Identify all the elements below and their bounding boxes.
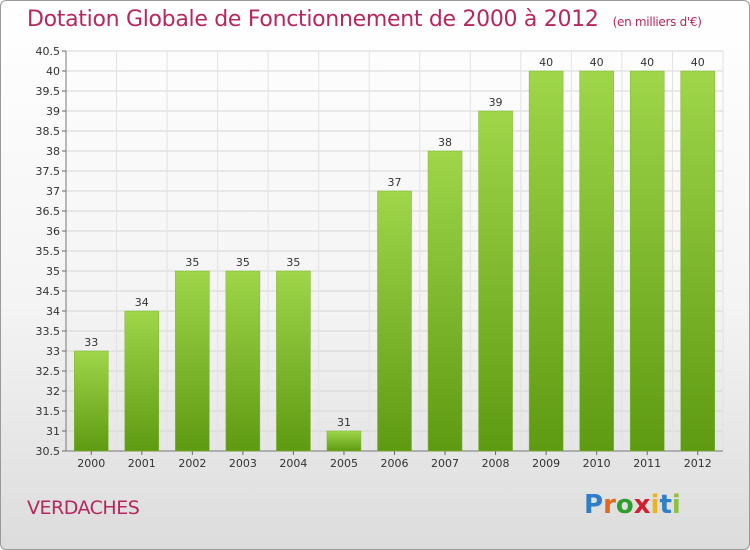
x-tick-label-2012: 2012 [684, 457, 712, 470]
x-tick-label-2000: 2000 [77, 457, 105, 470]
value-label-2010: 40 [590, 56, 604, 69]
y-tick-label: 30.5 [36, 445, 61, 458]
bars [74, 70, 715, 452]
y-tick-label: 38.5 [36, 125, 61, 138]
logo-letter: i [650, 490, 660, 520]
bar-2012 [680, 70, 715, 452]
y-tick-label: 31.5 [36, 405, 61, 418]
y-tick-label: 33.5 [36, 325, 61, 338]
y-tick-label: 38 [46, 145, 60, 158]
x-tick-labels: 2000 2001 2002 2003 2004 2005 2006 2007 2008 2009… [77, 457, 711, 470]
x-tick-label-2004: 2004 [279, 457, 307, 470]
bar-2001 [124, 310, 160, 452]
logo-letter: i [671, 490, 681, 520]
value-label-2006: 37 [388, 176, 402, 189]
value-label-2003: 35 [236, 256, 250, 269]
logo-letter: o [615, 490, 634, 520]
x-tick-label-2001: 2001 [128, 457, 156, 470]
bar-2008 [478, 110, 513, 452]
y-tick-label: 32 [46, 385, 60, 398]
value-label-2001: 34 [135, 296, 149, 309]
bar-2006 [377, 190, 412, 452]
x-tick-label-2003: 2003 [229, 457, 257, 470]
bar-2005 [326, 430, 362, 452]
bar-2009 [528, 70, 564, 452]
x-tick-label-2008: 2008 [482, 457, 510, 470]
bar-2002 [175, 270, 210, 452]
chart-subtitle: (en milliers d'€) [612, 15, 702, 29]
x-tick-label-2002: 2002 [178, 457, 206, 470]
bar-2004 [276, 270, 311, 452]
logo-letter: P [584, 490, 604, 520]
value-label-2011: 40 [640, 56, 654, 69]
x-tick-label-2009: 2009 [532, 457, 560, 470]
x-tick-label-2011: 2011 [633, 457, 661, 470]
x-tick-label-2005: 2005 [330, 457, 358, 470]
y-tick-label: 37.5 [36, 165, 61, 178]
value-label-2002: 35 [185, 256, 199, 269]
y-tick-label: 36.5 [36, 205, 61, 218]
value-label-2012: 40 [691, 56, 705, 69]
x-tick-label-2010: 2010 [583, 457, 611, 470]
commune-name: VERDACHES [27, 497, 140, 519]
value-label-2005: 31 [337, 416, 351, 429]
bar-2003 [225, 270, 261, 452]
y-tick-label: 35.5 [36, 245, 61, 258]
y-tick-label: 36 [46, 225, 60, 238]
y-tick-label: 33 [46, 345, 60, 358]
logo-letter: r [603, 490, 616, 520]
y-tick-label: 37 [46, 185, 60, 198]
logo-letter: t [659, 490, 672, 520]
bar-2011 [629, 70, 665, 452]
y-tick-labels: 30.5 31 31.5 32 32.5 33 33.5 34 34.5 35 35.5 36 36.5… [36, 45, 61, 458]
y-tick-label: 39 [46, 105, 60, 118]
value-label-2008: 39 [489, 96, 503, 109]
y-tick-label: 40.5 [36, 45, 61, 58]
value-label-2009: 40 [539, 56, 553, 69]
y-tick-label: 34.5 [36, 285, 61, 298]
bar-2010 [579, 70, 614, 452]
value-labels: 33 34 35 35 35 31 37 38 39 40 40 40 40 [84, 56, 704, 429]
value-label-2007: 38 [438, 136, 452, 149]
x-tick-label-2006: 2006 [381, 457, 409, 470]
bar-2007 [427, 150, 463, 452]
y-tick-label: 40 [46, 65, 60, 78]
value-label-2000: 33 [84, 336, 98, 349]
y-tick-label: 39.5 [36, 85, 61, 98]
x-tick-label-2007: 2007 [431, 457, 459, 470]
proxiti-logo: Proxiti [584, 490, 681, 520]
bar-2000 [74, 350, 109, 452]
title-text: Dotation Globale de Fonctionnement de 20… [27, 7, 599, 32]
y-tick-label: 31 [46, 425, 60, 438]
y-tick-label: 34 [46, 305, 60, 318]
logo-letter: x [633, 490, 651, 520]
chart-title: Dotation Globale de Fonctionnement de 20… [27, 7, 702, 32]
y-tick-label: 32.5 [36, 365, 61, 378]
y-tick-label: 35 [46, 265, 60, 278]
value-label-2004: 35 [286, 256, 300, 269]
